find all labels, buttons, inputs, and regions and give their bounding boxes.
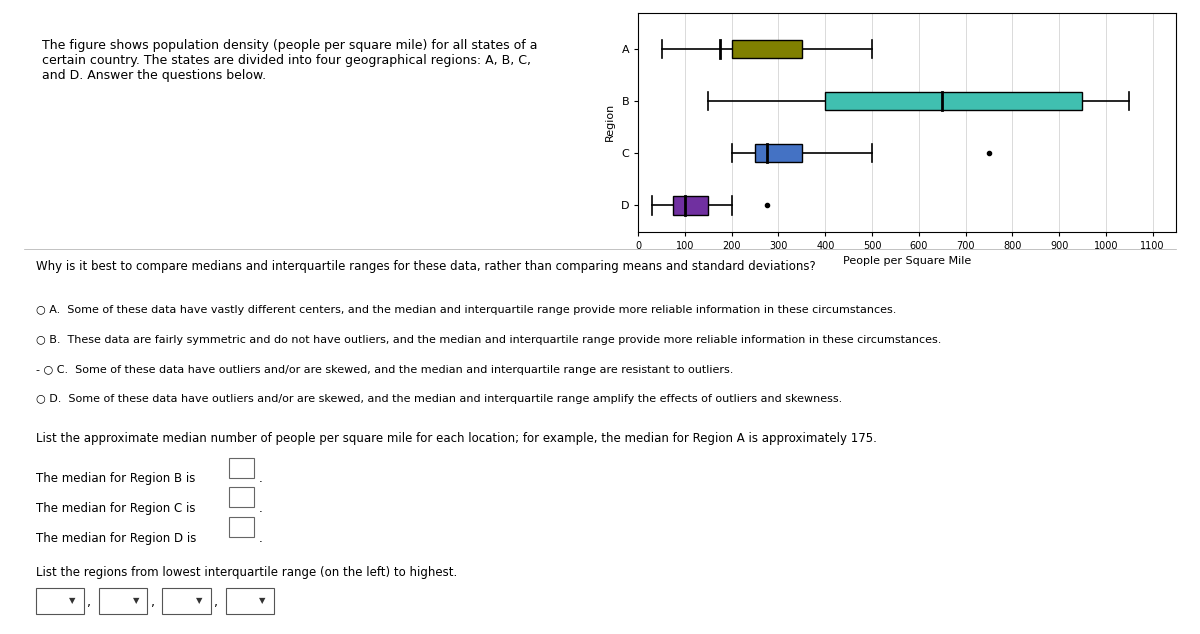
Text: ,: , xyxy=(88,596,91,609)
Text: ,: , xyxy=(214,596,218,609)
Bar xyxy=(98,588,148,614)
Text: List the regions from lowest interquartile range (on the left) to highest.: List the regions from lowest interquarti… xyxy=(36,566,457,578)
Bar xyxy=(36,588,84,614)
Bar xyxy=(229,458,254,477)
Bar xyxy=(755,145,802,162)
Bar xyxy=(732,40,802,58)
Text: .: . xyxy=(259,532,263,545)
X-axis label: People per Square Mile: People per Square Mile xyxy=(842,256,971,266)
Bar xyxy=(229,488,254,507)
Bar xyxy=(162,588,211,614)
Text: ,: , xyxy=(151,596,155,609)
Text: ▼: ▼ xyxy=(259,597,265,605)
Bar xyxy=(229,517,254,537)
Text: ▼: ▼ xyxy=(70,597,76,605)
Bar xyxy=(226,588,274,614)
Text: The median for Region D is: The median for Region D is xyxy=(36,532,196,545)
Text: ○ A.  Some of these data have vastly different centers, and the median and inter: ○ A. Some of these data have vastly diff… xyxy=(36,305,896,315)
Text: ▼: ▼ xyxy=(132,597,139,605)
Bar xyxy=(673,197,708,214)
Text: Why is it best to compare medians and interquartile ranges for these data, rathe: Why is it best to compare medians and in… xyxy=(36,261,815,273)
Text: The figure shows population density (people per square mile) for all states of a: The figure shows population density (peo… xyxy=(42,39,538,82)
Text: .: . xyxy=(259,472,263,486)
Text: List the approximate median number of people per square mile for each location; : List the approximate median number of pe… xyxy=(36,432,876,444)
Y-axis label: Region: Region xyxy=(605,103,616,141)
Text: .: . xyxy=(259,502,263,515)
Text: ○ D.  Some of these data have outliers and/or are skewed, and the median and int: ○ D. Some of these data have outliers an… xyxy=(36,394,841,404)
Text: ○ B.  These data are fairly symmetric and do not have outliers, and the median a: ○ B. These data are fairly symmetric and… xyxy=(36,335,941,345)
Text: - ○ C.  Some of these data have outliers and/or are skewed, and the median and i: - ○ C. Some of these data have outliers … xyxy=(36,365,733,375)
Text: The median for Region B is: The median for Region B is xyxy=(36,472,194,486)
Bar xyxy=(826,92,1082,110)
Text: The median for Region C is: The median for Region C is xyxy=(36,502,196,515)
Text: ▼: ▼ xyxy=(196,597,203,605)
